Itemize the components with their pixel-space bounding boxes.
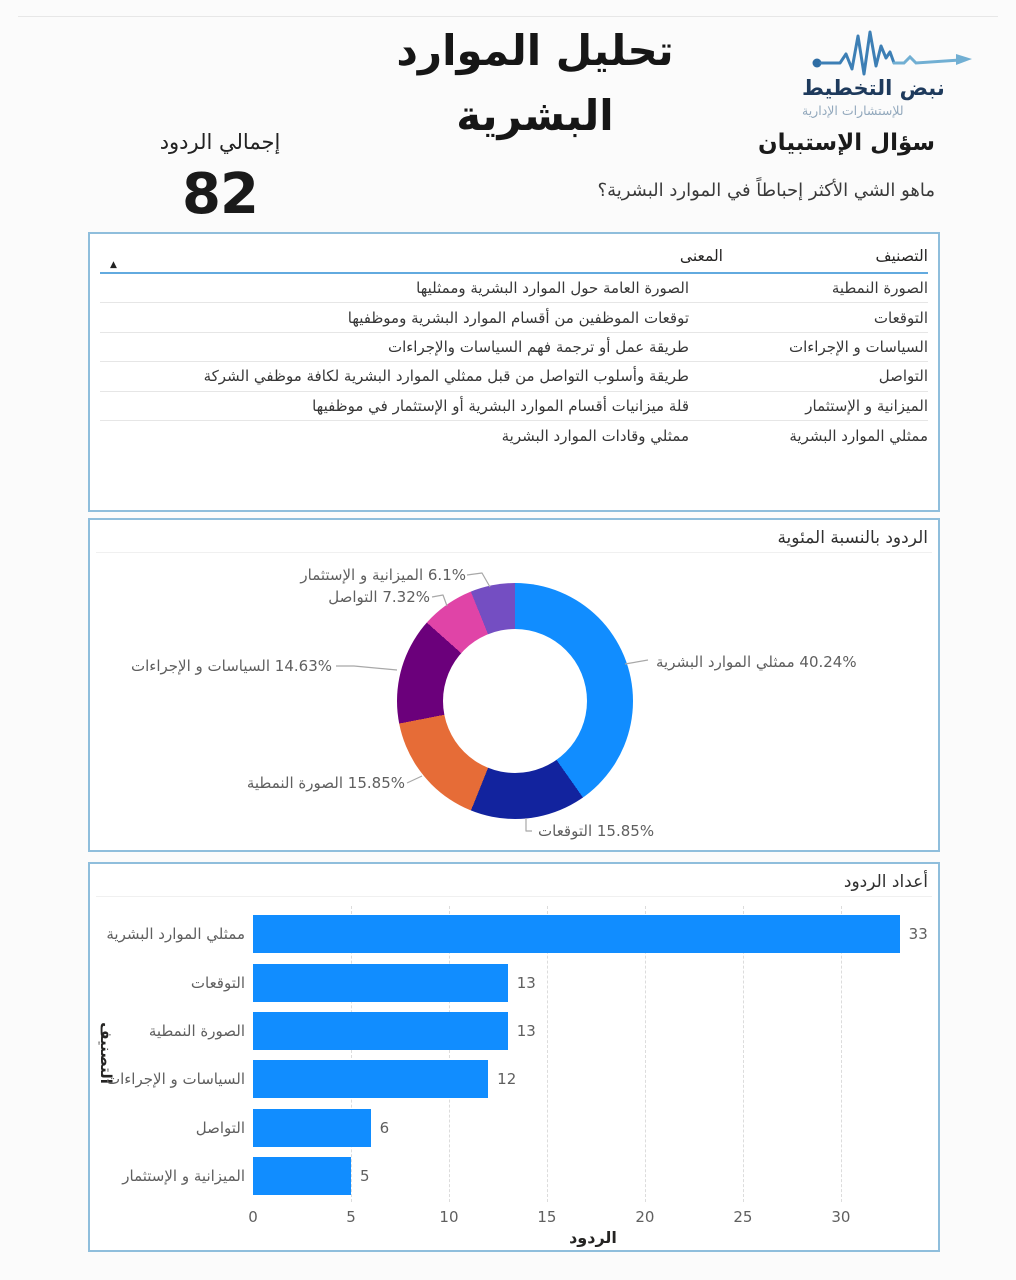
page-title: تحليل الموارد البشرية [396, 26, 674, 141]
cell-category: الصورة النمطية [831, 279, 928, 298]
sort-ascending-icon[interactable]: ▲ [110, 260, 117, 270]
logo-tagline: للإستشارات الإدارية [802, 103, 904, 118]
x-tick-label: 5 [346, 1208, 356, 1226]
cell-meaning: توقعات الموظفين من أقسام الموارد البشرية… [347, 308, 689, 327]
bar-value-label: 33 [908, 925, 928, 944]
table-row[interactable]: ممثلي الموارد البشرية ممثلي وقادات الموا… [100, 421, 928, 450]
bar[interactable] [253, 963, 508, 1002]
donut-label: 7.32% التواصل [328, 588, 430, 606]
survey-question: ماهو الشي الأكثر إحباطاً في الموارد البش… [597, 180, 935, 201]
bar-value-label: 13 [516, 1021, 536, 1040]
donut-label: 40.24% ممثلي الموارد البشرية [656, 653, 857, 671]
x-tick-label: 20 [635, 1208, 655, 1226]
bar-value-label: 12 [497, 1070, 517, 1089]
kpi-total-responses: إجمالي الردود 82 [140, 130, 300, 227]
bar[interactable] [253, 1060, 489, 1099]
cell-category: الميزانية و الإستثمار [805, 396, 928, 415]
column-header-meaning[interactable]: المعنى [679, 247, 723, 265]
bar-category-label: التواصل [195, 1118, 245, 1137]
bar-rows: ممثلي الموارد البشرية 33 التوقعات 13 الص… [100, 910, 936, 1200]
pulse-logo-icon [812, 30, 972, 76]
table-row[interactable]: التواصل طريقة وأسلوب التواصل من قبل ممثل… [100, 362, 928, 392]
x-tick-label: 15 [537, 1208, 557, 1226]
bar[interactable] [253, 915, 900, 954]
cell-meaning: الصورة العامة حول الموارد البشرية وممثلي… [416, 279, 689, 298]
table-row[interactable]: الصورة النمطية الصورة العامة حول الموارد… [100, 274, 928, 304]
cell-meaning: طريقة عمل أو ترجمة فهم السياسات والإجراء… [387, 337, 689, 356]
cell-category: السياسات و الإجراءات [788, 337, 928, 356]
cell-category: التواصل [878, 367, 928, 386]
cell-category: التوقعات [873, 308, 928, 327]
table-row[interactable]: الميزانية و الإستثمار قلة ميزانيات أقسام… [100, 392, 928, 421]
table-row[interactable]: السياسات و الإجراءات طريقة عمل أو ترجمة … [100, 333, 928, 363]
donut-label: 15.85% التوقعات [538, 822, 655, 840]
bar-row: السياسات و الإجراءات 12 [100, 1055, 936, 1103]
bar[interactable] [253, 1108, 371, 1147]
bar-row: ممثلي الموارد البشرية 33 [100, 910, 936, 958]
x-tick-label: 25 [733, 1208, 753, 1226]
bar-row: الصورة النمطية 13 [100, 1007, 936, 1055]
x-axis-title: الردود [569, 1228, 617, 1247]
bar-value-label: 6 [379, 1118, 390, 1137]
table-row[interactable]: التوقعات توقعات الموظفين من أقسام الموار… [100, 303, 928, 333]
survey-question-block: سؤال الإستبيان ماهو الشي الأكثر إحباطاً … [598, 130, 935, 201]
company-logo: نبض التخطيط للإستشارات الإدارية [796, 24, 986, 118]
cell-meaning: قلة ميزانيات أقسام الموارد البشرية أو ال… [312, 396, 689, 415]
survey-heading: سؤال الإستبيان [758, 130, 935, 156]
bar-chart-title: أعداد الردود [843, 872, 928, 892]
x-tick-label: 10 [439, 1208, 459, 1226]
bar-category-label: السياسات و الإجراءات [105, 1070, 245, 1089]
bar-category-label: الميزانية و الإستثمار [122, 1167, 245, 1186]
divider [96, 552, 932, 553]
donut-chart[interactable] [397, 583, 633, 819]
x-tick-label: 30 [831, 1208, 851, 1226]
column-header-category[interactable]: التصنيف [875, 247, 928, 265]
bar-category-label: ممثلي الموارد البشرية [106, 925, 245, 944]
kpi-value: 82 [182, 162, 259, 227]
bar-row: الميزانية و الإستثمار 5 [100, 1152, 936, 1200]
donut-label: 6.1% الميزانية و الإستثمار [300, 566, 466, 584]
header-divider [18, 16, 998, 17]
bar[interactable] [253, 1011, 508, 1050]
category-meaning-table: التصنيف المعنى ▲ الصورة النمطية الصورة ا… [100, 240, 928, 450]
bar-row: التوقعات 13 [100, 958, 936, 1006]
donut-label: 14.63% السياسات و الإجراءات [130, 657, 332, 675]
x-tick-label: 0 [248, 1208, 258, 1226]
bar-chart-panel: أعداد الردود التصنيف ممثلي الموارد البشر… [88, 862, 940, 1252]
kpi-label: إجمالي الردود [159, 130, 281, 154]
cell-category: ممثلي الموارد البشرية [789, 426, 928, 445]
bar-row: التواصل 6 [100, 1104, 936, 1152]
donut-label: 15.85% الصورة النمطية [246, 774, 405, 792]
divider [96, 896, 932, 897]
cell-meaning: طريقة وأسلوب التواصل من قبل ممثلي الموار… [203, 367, 689, 386]
bar-value-label: 13 [516, 973, 536, 992]
bar-value-label: 5 [359, 1167, 370, 1186]
donut-chart-title: الردود بالنسبة المئوية [777, 528, 928, 548]
logo-name: نبض التخطيط [802, 76, 945, 100]
cell-meaning: ممثلي وقادات الموارد البشرية [501, 426, 689, 445]
bar-category-label: التوقعات [190, 973, 245, 992]
table-header-row: التصنيف المعنى ▲ [100, 240, 928, 274]
category-meaning-table-panel: التصنيف المعنى ▲ الصورة النمطية الصورة ا… [88, 232, 940, 512]
bar-category-label: الصورة النمطية [148, 1021, 245, 1040]
donut-chart-panel: الردود بالنسبة المئوية 40.24% ممثلي المو… [88, 518, 940, 852]
bar[interactable] [253, 1157, 351, 1196]
